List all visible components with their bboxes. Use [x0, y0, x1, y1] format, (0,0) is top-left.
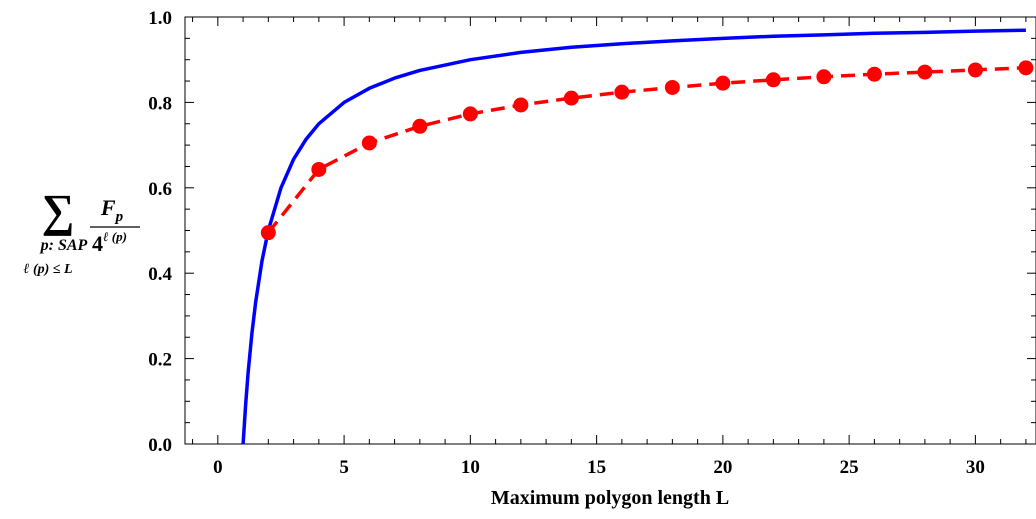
data-point [563, 90, 579, 106]
y-tick-label: 0.2 [148, 350, 172, 371]
data-point [664, 79, 680, 95]
data-point [361, 135, 377, 151]
data-point [765, 72, 781, 88]
y-title-denominator: 4ℓ (p) [92, 229, 127, 256]
y-title-sum-sub-2: ℓ (p) ≤ L [23, 262, 72, 277]
y-tick-label: 0.8 [148, 93, 172, 114]
data-point [715, 75, 731, 91]
series-line-dashed [266, 66, 1026, 234]
data-point [260, 225, 276, 241]
ticks [185, 16, 1036, 445]
x-tick-label: 0 [213, 457, 223, 478]
data-point [816, 69, 832, 85]
x-tick-label: 20 [713, 457, 732, 478]
y-title-numerator: Fp [100, 195, 124, 225]
x-tick-label: 10 [461, 457, 480, 478]
data-point [614, 84, 630, 100]
y-title-denominator-base: 4 [92, 231, 103, 256]
series-line-solid [241, 28, 1026, 445]
y-axis-title: ∑ p: SAP ℓ (p) ≤ L Fp 4ℓ (p) [23, 185, 140, 277]
data-point [917, 64, 933, 80]
x-tick-label: 5 [339, 457, 349, 478]
x-tick-label: 30 [966, 457, 985, 478]
data-point [866, 66, 882, 82]
x-tick-label: 15 [587, 457, 606, 478]
y-title-sum-sub-1: p: SAP [39, 237, 88, 254]
plot-frame [184, 16, 1036, 445]
tick-labels: 0 5 10 15 20 25 30 0.0 0.2 0.4 0.6 0.8 1.0 [148, 8, 985, 478]
y-tick-label: 0.6 [148, 179, 172, 200]
data-point [1018, 60, 1034, 76]
y-title-numerator-base: F [100, 195, 116, 220]
data-point [967, 62, 983, 78]
data-point [513, 97, 529, 113]
data-point [311, 161, 327, 177]
y-title-numerator-sub: p [114, 209, 124, 225]
x-tick-label: 25 [840, 457, 859, 478]
x-axis-title: Maximum polygon length L [491, 487, 729, 509]
series-layer [241, 28, 1034, 445]
y-title-denominator-exp: ℓ (p) [103, 229, 127, 244]
y-tick-label: 1.0 [148, 8, 172, 29]
data-point [412, 118, 428, 134]
data-point [462, 106, 478, 122]
y-title-sum-symbol: ∑ [42, 185, 75, 236]
y-tick-label: 0.4 [148, 264, 172, 285]
y-tick-label: 0.0 [148, 435, 172, 456]
